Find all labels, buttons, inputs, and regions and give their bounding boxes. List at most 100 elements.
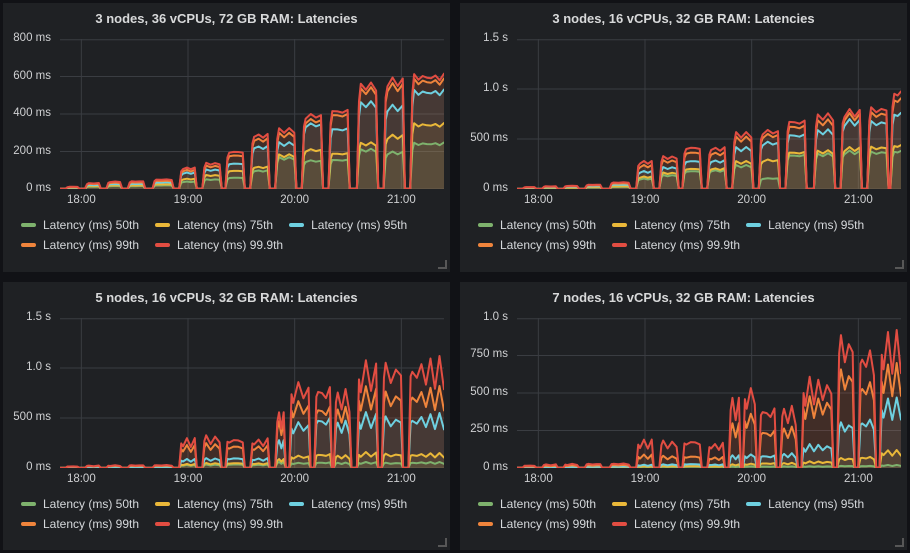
y-tick-label: 250 ms — [470, 423, 508, 435]
legend-marker-icon — [478, 501, 493, 506]
legend-item-p75[interactable]: Latency (ms) 75th — [612, 218, 730, 232]
legend: Latency (ms) 50th Latency (ms) 75th Latenc… — [478, 218, 883, 252]
x-axis-labels: 18:00 19:00 20:00 21:00 — [517, 473, 901, 488]
latency-chart-svg — [517, 39, 901, 189]
legend-item-p50[interactable]: Latency (ms) 50th — [478, 497, 596, 511]
legend-marker-icon — [746, 223, 762, 227]
panel-title[interactable]: 5 nodes, 16 vCPUs, 32 GB RAM: Latencies — [95, 289, 358, 305]
panel-resize-handle[interactable] — [895, 259, 904, 269]
legend-item-p95[interactable]: Latency (ms) 95th — [289, 218, 407, 232]
legend-marker-icon — [155, 223, 171, 227]
grid-lines — [517, 39, 901, 189]
y-axis-labels: 0 ms 500 ms 1.0 s 1.5 s — [3, 311, 60, 473]
panel-title[interactable]: 3 nodes, 36 vCPUs, 72 GB RAM: Latencies — [95, 11, 358, 26]
legend-label: Latency (ms) 50th — [43, 218, 140, 232]
y-tick-label: 400 ms — [13, 107, 51, 119]
x-tick-label: 21:00 — [843, 194, 873, 206]
legend-item-p95[interactable]: Latency (ms) 95th — [746, 218, 864, 232]
legend-label: Latency (ms) 99th — [43, 238, 140, 252]
legend-label: Latency (ms) 50th — [500, 218, 597, 232]
legend-marker-icon — [478, 521, 493, 526]
y-tick-label: 500 ms — [470, 385, 508, 398]
legend-item-p95[interactable]: Latency (ms) 95th — [746, 497, 864, 511]
legend-item-p50[interactable]: Latency (ms) 50th — [478, 218, 596, 232]
legend-marker-icon — [478, 243, 493, 247]
legend-item-p95[interactable]: Latency (ms) 95th — [289, 497, 407, 511]
panel-7-nodes-16-vcpus: 7 nodes, 16 vCPUs, 32 GB RAM: Latencies … — [460, 281, 907, 550]
x-tick-label: 18:00 — [66, 194, 96, 206]
legend-item-p99[interactable]: Latency (ms) 99th — [21, 238, 139, 252]
series-area-p999 — [517, 329, 901, 468]
legend-item-p75[interactable]: Latency (ms) 75th — [155, 497, 273, 511]
legend-label: Latency (ms) 95th — [768, 218, 865, 232]
x-axis-labels: 18:00 19:00 20:00 21:00 — [60, 194, 444, 209]
series-line-p999 — [60, 356, 444, 468]
legend: Latency (ms) 50th Latency (ms) 75th Latenc… — [21, 497, 426, 531]
x-tick-label: 20:00 — [280, 472, 310, 485]
y-axis-labels: 0 ms 500 ms 1.0 s 1.5 s — [460, 32, 517, 194]
x-tick-label: 19:00 — [630, 194, 660, 206]
x-tick-label: 19:00 — [173, 194, 203, 206]
legend: Latency (ms) 50th Latency (ms) 75th Latenc… — [478, 497, 883, 531]
panel-resize-handle[interactable] — [438, 538, 447, 547]
grid-lines — [60, 318, 444, 468]
legend-marker-icon — [21, 223, 36, 227]
panel-5-nodes-16-vcpus: 5 nodes, 16 vCPUs, 32 GB RAM: Latencies … — [3, 281, 450, 550]
plot-area[interactable] — [60, 39, 444, 189]
x-axis-labels: 18:00 19:00 20:00 21:00 — [60, 473, 444, 488]
legend-item-p99[interactable]: Latency (ms) 99th — [478, 517, 596, 531]
legend-marker-icon — [289, 501, 305, 506]
y-tick-label: 500 ms — [470, 132, 508, 144]
x-tick-label: 18:00 — [523, 194, 553, 206]
series-lines — [60, 74, 444, 189]
x-tick-label: 21:00 — [843, 472, 873, 485]
legend-item-p50[interactable]: Latency (ms) 50th — [21, 218, 139, 232]
panel-resize-handle[interactable] — [895, 538, 904, 547]
plot-area[interactable] — [517, 39, 901, 189]
legend-marker-icon — [612, 223, 628, 227]
legend-item-p75[interactable]: Latency (ms) 75th — [155, 218, 273, 232]
legend-item-p999[interactable]: Latency (ms) 99.9th — [612, 517, 740, 531]
series-area-p75 — [517, 145, 901, 189]
panel-resize-handle[interactable] — [438, 259, 447, 269]
y-tick-label: 1.0 s — [26, 360, 51, 373]
panel-title[interactable]: 7 nodes, 16 vCPUs, 32 GB RAM: Latencies — [552, 289, 815, 305]
latency-chart-svg — [517, 318, 901, 468]
legend-item-p50[interactable]: Latency (ms) 50th — [21, 497, 139, 511]
panel-title[interactable]: 3 nodes, 16 vCPUs, 32 GB RAM: Latencies — [552, 11, 815, 26]
x-tick-label: 19:00 — [173, 472, 203, 485]
panel-3-nodes-36-vcpus: 3 nodes, 36 vCPUs, 72 GB RAM: Latencies … — [3, 3, 450, 272]
plot-area[interactable] — [517, 318, 901, 468]
series-lines — [60, 356, 444, 468]
series-area-p50 — [60, 461, 444, 468]
legend-item-p75[interactable]: Latency (ms) 75th — [612, 497, 730, 511]
y-tick-label: 500 ms — [13, 410, 51, 423]
legend-item-p99[interactable]: Latency (ms) 99th — [21, 517, 139, 531]
y-tick-label: 600 ms — [13, 69, 51, 82]
y-tick-label: 1.0 s — [483, 310, 508, 323]
legend-marker-icon — [21, 521, 36, 526]
plot-area[interactable] — [60, 318, 444, 468]
y-tick-label: 800 ms — [13, 32, 51, 44]
legend-item-p999[interactable]: Latency (ms) 99.9th — [612, 238, 740, 252]
y-tick-label: 1.5 s — [483, 32, 508, 44]
y-axis-labels: 0 ms 200 ms 400 ms 600 ms 800 ms — [3, 32, 60, 194]
y-tick-label: 200 ms — [13, 144, 51, 157]
series-area-p999 — [60, 355, 444, 468]
legend-marker-icon — [289, 223, 305, 227]
chart-area: 0 ms 250 ms 500 ms 750 ms 1.0 s — [460, 311, 907, 473]
legend-label: Latency (ms) 99.9th — [634, 238, 741, 252]
y-tick-label: 0 ms — [483, 182, 508, 194]
legend-label: Latency (ms) 75th — [634, 496, 731, 511]
x-tick-label: 18:00 — [523, 472, 553, 485]
legend-item-p99[interactable]: Latency (ms) 99th — [478, 238, 596, 252]
legend-item-p999[interactable]: Latency (ms) 99.9th — [155, 238, 283, 252]
legend-item-p999[interactable]: Latency (ms) 99.9th — [155, 517, 283, 531]
series-lines — [517, 330, 901, 468]
legend-label: Latency (ms) 75th — [177, 218, 274, 232]
legend-label: Latency (ms) 99.9th — [634, 516, 741, 531]
chart-area: 0 ms 500 ms 1.0 s 1.5 s — [460, 32, 907, 194]
legend-label: Latency (ms) 75th — [177, 496, 274, 511]
series-area-p50 — [517, 150, 901, 189]
x-tick-label: 19:00 — [630, 472, 660, 485]
